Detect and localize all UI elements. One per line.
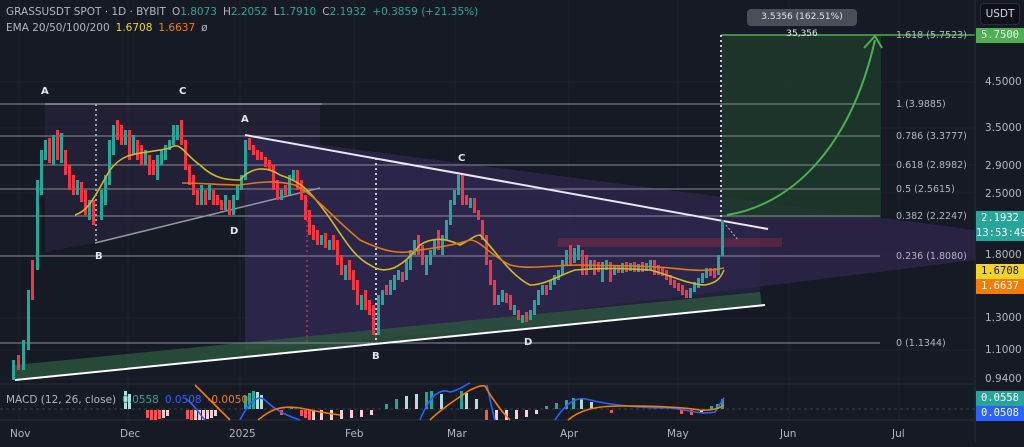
support-zone <box>15 292 762 380</box>
ema50-line <box>181 181 725 272</box>
time-axis[interactable]: Nov Dec 2025 Feb Mar Apr May Jun Jul <box>10 428 905 440</box>
svg-text:1 (3.9885): 1 (3.9885) <box>896 99 946 110</box>
ema50-value: 1.6637 <box>158 22 196 34</box>
svg-text:Nov: Nov <box>10 428 31 440</box>
svg-text:C: C <box>458 153 465 164</box>
pattern-labels: A C B D A C B D <box>41 86 532 362</box>
svg-text:2025: 2025 <box>229 428 256 440</box>
svg-text:B: B <box>95 251 103 262</box>
macd-legend: MACD (12, 26, close) 0.0558 0.0508 -0.00… <box>6 394 248 406</box>
macd-signal-value: -0.0050 <box>207 394 249 406</box>
ohlc-open: 1.8073 <box>180 6 217 18</box>
svg-text:1.3000: 1.3000 <box>985 312 1022 324</box>
symbol-legend: GRASSUSDT SPOT · 1D · BYBIT O1.8073 H2.2… <box>6 6 479 34</box>
svg-text:0.382 (2.2247): 0.382 (2.2247) <box>896 211 967 222</box>
price-change: +0.3859 (+21.35%) <box>372 6 479 18</box>
fib-labels: 1.618 (5.7523) 1 (3.9885) 0.786 (3.3777)… <box>896 30 967 349</box>
svg-text:May: May <box>667 428 689 440</box>
ohlc-close: 2.1932 <box>329 6 367 18</box>
svg-text:0.618 (2.8982): 0.618 (2.8982) <box>896 160 967 171</box>
svg-text:3.5000: 3.5000 <box>985 122 1022 134</box>
ema20-price-tag: 1.6708 <box>976 264 1024 279</box>
svg-text:2.5000: 2.5000 <box>985 188 1022 200</box>
ohlc-high: 2.2052 <box>230 6 268 18</box>
ohlc-low: 1.7910 <box>279 6 317 18</box>
svg-text:0.786 (3.3777): 0.786 (3.3777) <box>896 131 967 142</box>
svg-text:Dec: Dec <box>120 428 141 440</box>
ema-indicator-label[interactable]: EMA 20/50/100/200 <box>6 22 110 34</box>
target-price-tag: 5.7500 <box>976 28 1024 43</box>
macd-line-value: 0.0508 <box>164 394 202 406</box>
svg-text:1.1000: 1.1000 <box>985 344 1022 356</box>
projection-arrow <box>726 39 876 216</box>
macd-indicator-label[interactable]: MACD (12, 26, close) <box>6 394 117 406</box>
svg-text:Feb: Feb <box>345 428 364 440</box>
macd-hist-value: 0.0558 <box>122 394 159 406</box>
signal-line <box>194 384 725 421</box>
svg-text:A: A <box>41 86 49 97</box>
price-axis[interactable]: 4.5000 3.5000 2.9000 2.5000 1.8000 1.300… <box>985 76 1022 385</box>
svg-text:Mar: Mar <box>447 428 467 440</box>
macd-line <box>184 382 725 421</box>
ema50-price-tag: 1.6637 <box>976 279 1024 294</box>
svg-text:Jun: Jun <box>779 428 796 440</box>
macd-histogram <box>124 391 724 420</box>
svg-text:4.5000: 4.5000 <box>985 76 1022 88</box>
ema-empty-value: ø <box>201 22 208 34</box>
svg-text:1.8000: 1.8000 <box>985 249 1022 261</box>
svg-text:D: D <box>524 337 532 348</box>
ema20-value: 1.6708 <box>115 22 153 34</box>
target-box <box>721 35 881 218</box>
last-price-value: 2.1932 <box>981 212 1019 224</box>
ema20-line <box>74 145 725 286</box>
measure-tooltip: 3.5356 (162.51%) 35,356 <box>747 9 857 39</box>
svg-text:B: B <box>372 351 380 362</box>
svg-text:0 (1.1344): 0 (1.1344) <box>896 338 946 349</box>
macd-hist-tag: 0.0558 <box>976 391 1024 406</box>
svg-text:0.9400: 0.9400 <box>985 373 1022 385</box>
svg-text:0.5 (2.5615): 0.5 (2.5615) <box>896 184 955 195</box>
last-price-tag: 2.1932 13:53:49 <box>976 211 1024 241</box>
resistance-zone <box>558 238 782 247</box>
currency-button[interactable]: USDT <box>980 3 1020 25</box>
resistance-trendline <box>244 134 769 230</box>
svg-text:0.236 (1.8080): 0.236 (1.8080) <box>896 251 967 262</box>
svg-text:Apr: Apr <box>560 428 579 440</box>
bar-countdown: 13:53:49 <box>976 227 1024 239</box>
symbol-title[interactable]: GRASSUSDT SPOT · 1D · BYBIT <box>6 6 166 18</box>
svg-text:Jul: Jul <box>891 428 905 440</box>
support-trendline <box>14 304 766 381</box>
svg-text:A: A <box>241 114 249 125</box>
macd-line-tag: 0.0508 <box>976 406 1024 421</box>
svg-text:C: C <box>179 86 186 97</box>
svg-text:1.618 (5.7523): 1.618 (5.7523) <box>896 30 967 41</box>
svg-text:2.9000: 2.9000 <box>985 160 1022 172</box>
svg-text:D: D <box>230 226 238 237</box>
